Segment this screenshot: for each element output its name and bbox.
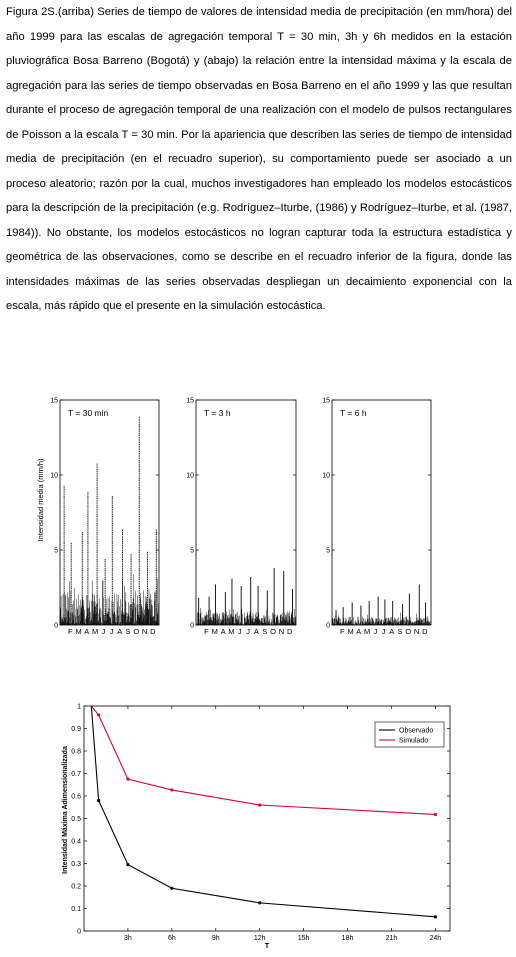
legend-box [374,721,445,748]
panel-label: T = 3 h [204,408,231,418]
y-tick-label: 0.1 [71,906,81,913]
month-label: A [221,627,226,636]
month-label: M [75,627,81,636]
data-point [258,901,262,905]
data-point [433,812,437,817]
month-label: F [204,627,209,636]
y-tick-label: 15 [50,398,58,405]
figure-caption: Figura 2S.(arriba) Series de tiempo de v… [6,6,512,312]
month-label: O [133,627,139,636]
y-tick-label: 0 [326,623,330,630]
month-label: O [405,627,411,636]
month-label: S [398,627,403,636]
y-tick-label: 10 [50,473,58,480]
series-bars [195,568,297,625]
y-tick-label: 0.6 [71,794,81,801]
month-label: F [68,627,73,636]
month-label: S [126,627,131,636]
month-label: M [364,627,370,636]
plot-frame [83,705,451,932]
data-point [97,798,101,803]
y-axis-label: Intensidad media (mm/h) [36,458,45,541]
month-label: M [92,627,98,636]
series-line [90,705,436,815]
y-tick-label: 0 [54,623,58,630]
month-label: F [340,627,345,636]
x-tick-label: 3h [124,935,132,942]
y-tick-label: 5 [326,548,330,555]
y-tick-label: 0 [190,623,194,630]
panel-frame [331,399,432,626]
x-tick-label: 21h [386,935,398,942]
y-tick-label: 1 [77,704,81,711]
y-tick-label: 0.3 [71,861,81,868]
y-tick-label: 0.7 [71,771,81,778]
legend-label: Simulado [399,738,428,745]
figure-bottom-chart: Intensidad Máxima Adimensionalizada T 0 0… [62,704,451,950]
month-label: S [262,627,267,636]
month-label: O [270,627,276,636]
x-tick-label: 24h [430,935,442,942]
y-tick-label: 0.8 [71,749,81,756]
month-label: M [212,627,218,636]
x-tick-label: 9h [212,935,220,942]
bottom-y-axis-label: Intensidad Máxima Adimensionalizada [62,746,69,874]
panel-label: T = 6 h [340,408,367,418]
y-tick-label: 0 [77,929,81,936]
month-label: J [373,627,377,636]
month-label: N [414,627,419,636]
data-point [126,863,130,867]
y-tick-label: 15 [186,398,194,405]
legend-label: Observado [399,728,433,735]
panel-frame [195,399,297,626]
month-label: J [246,627,250,636]
month-label: N [279,627,284,636]
month-label: N [142,627,147,636]
y-tick-label: 10 [186,473,194,480]
month-label: A [254,627,259,636]
month-label: D [287,627,293,636]
data-point [170,788,174,792]
data-point [126,777,130,781]
month-label: A [389,627,394,636]
month-label: M [228,627,234,636]
month-label: D [422,627,428,636]
data-point [170,886,174,890]
x-tick-label: 6h [168,935,176,942]
month-label: M [347,627,353,636]
data-point [97,713,101,717]
month-label: A [84,627,89,636]
month-label: J [382,627,386,636]
series-line [90,705,436,918]
series-bars [59,416,160,625]
panel-label: T = 30 min [68,408,109,418]
month-label: J [238,627,242,636]
month-label: A [356,627,361,636]
month-label: A [117,627,122,636]
month-label: J [110,627,114,636]
y-tick-label: 0.9 [71,726,81,733]
month-label: J [101,627,105,636]
x-tick-label: 18h [342,935,354,942]
month-label: D [150,627,156,636]
x-tick-label: 15h [298,935,310,942]
series-bars [331,584,432,625]
data-point [258,803,262,807]
y-tick-label: 10 [322,473,330,480]
y-tick-label: 0.2 [71,884,81,891]
y-tick-label: 5 [190,548,194,555]
data-point [433,915,437,919]
y-tick-label: 15 [322,398,330,405]
y-tick-label: 5 [54,548,58,555]
bottom-x-axis-label: T [265,943,270,950]
y-tick-label: 0.5 [71,816,81,823]
x-tick-label: 12h [254,935,266,942]
y-tick-label: 0.4 [71,839,81,846]
